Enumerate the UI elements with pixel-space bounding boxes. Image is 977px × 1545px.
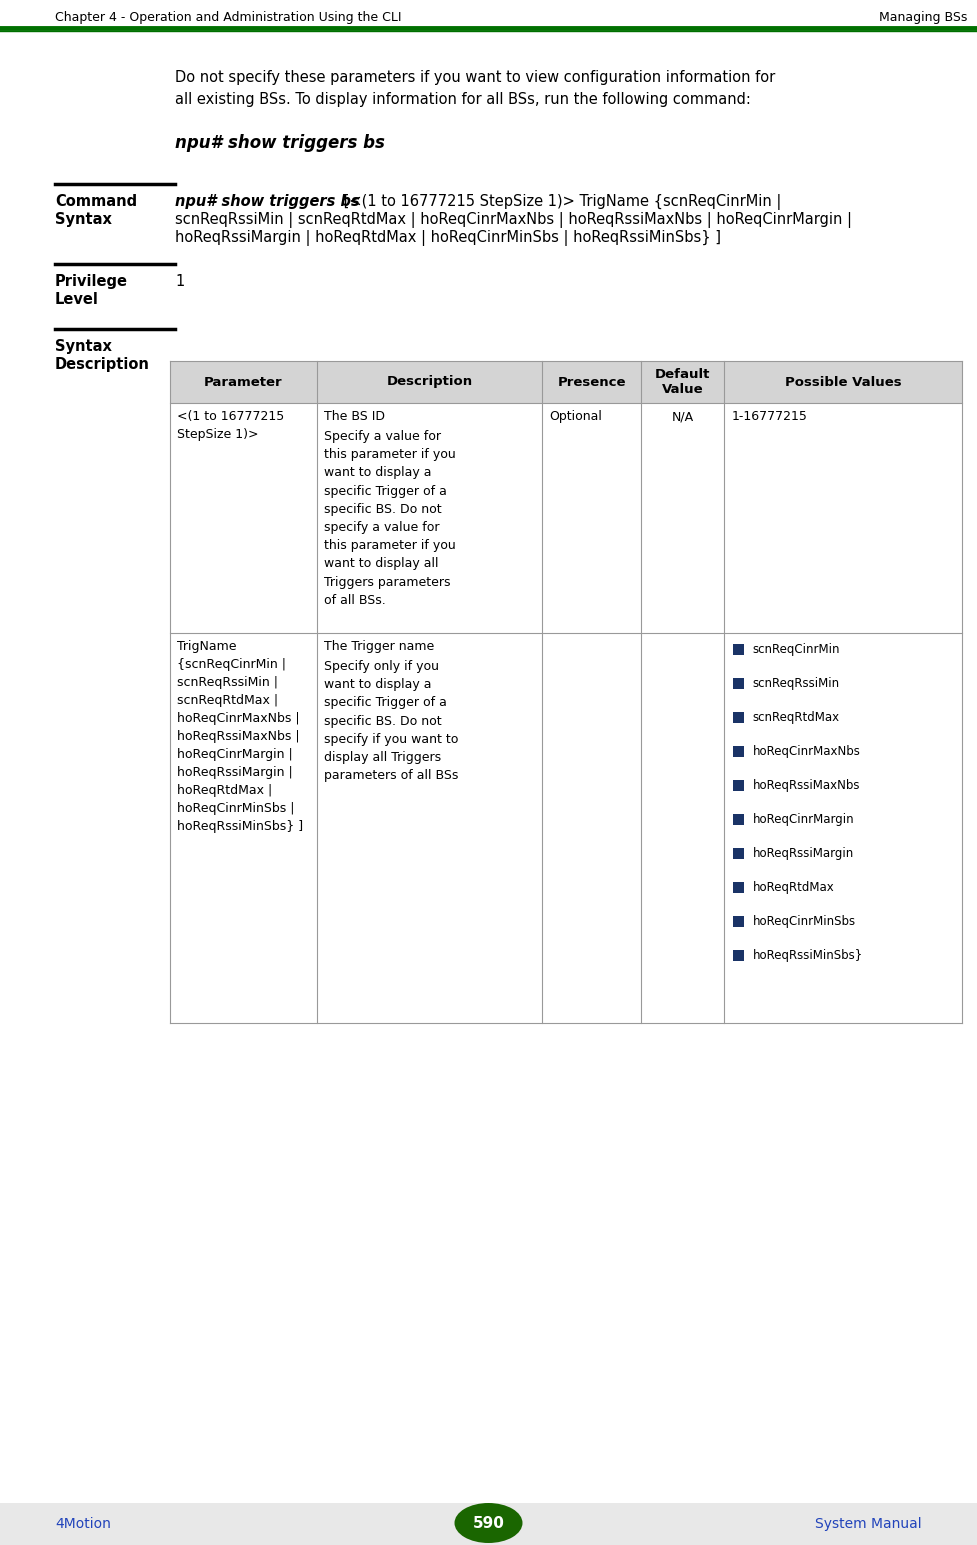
Text: Command: Command <box>55 195 137 209</box>
Ellipse shape <box>454 1503 523 1543</box>
Text: Specify only if you
want to display a
specific Trigger of a
specific BS. Do not
: Specify only if you want to display a sp… <box>323 660 458 782</box>
FancyBboxPatch shape <box>734 746 744 757</box>
Text: scnReqRtdMax: scnReqRtdMax <box>752 711 839 725</box>
Text: Presence: Presence <box>558 375 626 388</box>
FancyBboxPatch shape <box>734 644 744 655</box>
Text: Level: Level <box>55 292 99 307</box>
Text: hoReqRssiMargin | hoReqRtdMax | hoReqCinrMinSbs | hoReqRssiMinSbs} ]: hoReqRssiMargin | hoReqRtdMax | hoReqCin… <box>175 230 721 246</box>
Text: The BS ID: The BS ID <box>323 409 385 423</box>
Text: Privilege: Privilege <box>55 273 128 289</box>
Text: Description: Description <box>55 357 149 372</box>
Text: 1: 1 <box>175 273 185 289</box>
Text: [<(1 to 16777215 StepSize 1)> TrigName {scnReqCinrMin |: [<(1 to 16777215 StepSize 1)> TrigName {… <box>339 195 782 210</box>
FancyBboxPatch shape <box>734 916 744 927</box>
FancyBboxPatch shape <box>170 362 962 403</box>
Text: 4Motion: 4Motion <box>55 1517 110 1531</box>
Text: 590: 590 <box>473 1516 504 1531</box>
Text: Managing BSs: Managing BSs <box>878 11 967 25</box>
Text: scnReqRssiMin: scnReqRssiMin <box>752 677 839 691</box>
Text: scnReqRssiMin | scnReqRtdMax | hoReqCinrMaxNbs | hoReqRssiMaxNbs | hoReqCinrMarg: scnReqRssiMin | scnReqRtdMax | hoReqCinr… <box>175 212 852 229</box>
Text: Syntax: Syntax <box>55 338 112 354</box>
Text: npu# show triggers bs: npu# show triggers bs <box>175 134 385 151</box>
Text: all existing BSs. To display information for all BSs, run the following command:: all existing BSs. To display information… <box>175 93 751 107</box>
Text: N/A: N/A <box>672 409 694 423</box>
Text: hoReqRtdMax: hoReqRtdMax <box>752 881 834 895</box>
Text: hoReqCinrMinSbs: hoReqCinrMinSbs <box>752 915 856 929</box>
FancyBboxPatch shape <box>734 950 744 961</box>
FancyBboxPatch shape <box>0 1503 977 1545</box>
Text: <(1 to 16777215
StepSize 1)>: <(1 to 16777215 StepSize 1)> <box>177 409 284 440</box>
Text: hoReqRssiMaxNbs: hoReqRssiMaxNbs <box>752 779 860 793</box>
FancyBboxPatch shape <box>734 848 744 859</box>
Text: Do not specify these parameters if you want to view configuration information fo: Do not specify these parameters if you w… <box>175 70 776 85</box>
FancyBboxPatch shape <box>734 814 744 825</box>
Text: hoReqCinrMargin: hoReqCinrMargin <box>752 813 854 827</box>
Text: scnReqCinrMin: scnReqCinrMin <box>752 643 840 657</box>
Text: Chapter 4 - Operation and Administration Using the CLI: Chapter 4 - Operation and Administration… <box>55 11 402 25</box>
Text: TrigName
{scnReqCinrMin |
scnReqRssiMin |
scnReqRtdMax |
hoReqCinrMaxNbs |
hoReq: TrigName {scnReqCinrMin | scnReqRssiMin … <box>177 640 303 833</box>
Text: The Trigger name: The Trigger name <box>323 640 434 654</box>
Text: Parameter: Parameter <box>204 375 282 388</box>
FancyBboxPatch shape <box>734 712 744 723</box>
Text: Default
Value: Default Value <box>656 368 710 396</box>
FancyBboxPatch shape <box>734 780 744 791</box>
Text: Possible Values: Possible Values <box>785 375 902 388</box>
Text: Optional: Optional <box>549 409 602 423</box>
Text: Specify a value for
this parameter if you
want to display a
specific Trigger of : Specify a value for this parameter if yo… <box>323 430 455 607</box>
Text: hoReqCinrMaxNbs: hoReqCinrMaxNbs <box>752 745 861 759</box>
Text: Syntax: Syntax <box>55 212 112 227</box>
Text: Description: Description <box>386 375 473 388</box>
Text: hoReqRssiMargin: hoReqRssiMargin <box>752 847 854 861</box>
FancyBboxPatch shape <box>734 882 744 893</box>
FancyBboxPatch shape <box>734 678 744 689</box>
Text: hoReqRssiMinSbs}: hoReqRssiMinSbs} <box>752 949 863 963</box>
Text: System Manual: System Manual <box>816 1517 922 1531</box>
Text: npu# show triggers bs: npu# show triggers bs <box>175 195 360 209</box>
Text: 1-16777215: 1-16777215 <box>732 409 807 423</box>
